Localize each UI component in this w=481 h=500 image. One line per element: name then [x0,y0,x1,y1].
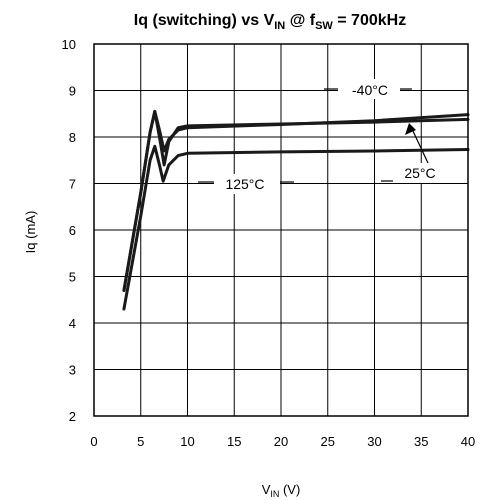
x-tick-label: 10 [180,434,194,449]
x-axis-label: VIN (V) [262,482,301,499]
plot-frame [93,43,469,417]
y-axis-label: Iq (mA) [23,211,38,254]
arrow-25-head [405,123,416,135]
x-tick-label: 40 [461,434,475,449]
annotation-125-label: 125°C [225,176,264,192]
chart-title: Iq (switching) vs VIN @ fSW = 700kHz [134,12,406,32]
y-tick-label: 7 [69,177,76,192]
y-tick-label: 8 [69,130,76,145]
x-tick-label: 20 [274,434,288,449]
y-ticks: 2 3 4 5 6 7 8 9 10 [62,37,76,424]
y-tick-label: 4 [69,316,76,331]
y-tick-label: 3 [69,363,76,378]
x-ticks: 0 5 10 15 20 25 30 35 40 [90,434,475,449]
x-tick-label: 35 [414,434,428,449]
series-line-1 [122,109,470,292]
annotation-25: 25°C [393,163,448,183]
y-tick-label: 2 [69,409,76,424]
annotation-25-label: 25°C [404,165,435,181]
arrow-25-shaft [411,128,429,164]
x-tick-label: 30 [367,434,381,449]
x-tick-label: 0 [90,434,97,449]
series-line-2 [122,144,470,311]
annotation-minus40: -40°C [338,79,400,99]
y-tick-label: 5 [69,270,76,285]
x-tick-label: 5 [137,434,144,449]
annotation-minus40-label: -40°C [352,82,388,98]
grid [93,43,469,417]
y-tick-label: 9 [69,84,76,99]
series-lines [122,109,470,311]
leader-lines [198,88,429,183]
x-tick-label: 15 [227,434,241,449]
annotation-125: 125°C [214,174,280,194]
y-tick-label: 10 [62,37,76,52]
x-tick-label: 25 [321,434,335,449]
y-tick-label: 6 [69,223,76,238]
